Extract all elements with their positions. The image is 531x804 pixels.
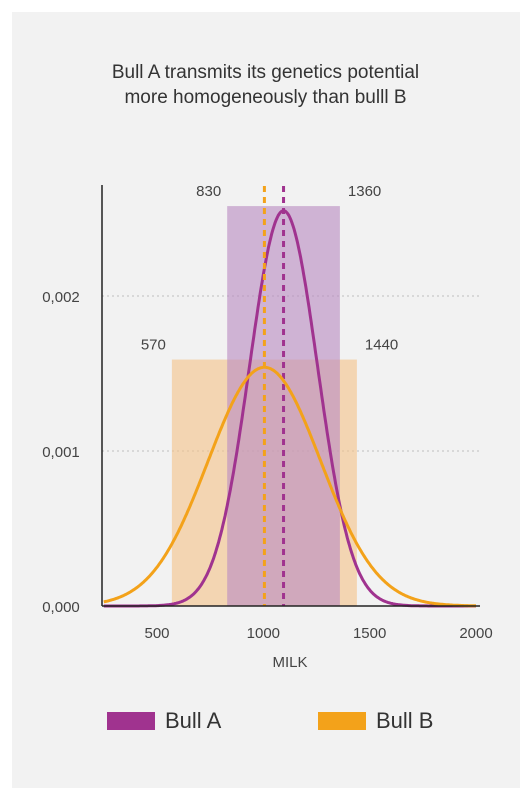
legend-label-bull-b: Bull B	[376, 708, 434, 733]
range-label-low: 570	[141, 337, 166, 354]
chart-title-line-1: Bull A transmits its genetics potential	[111, 62, 420, 83]
distribution-curve-bull-b	[103, 365, 477, 608]
legend-label-bull-a: Bull A	[165, 708, 222, 733]
y-tick-label: 0,000	[42, 599, 80, 616]
chart-title: Bull A transmits its genetics potential …	[0, 60, 531, 110]
legend-item-bull-a: Bull A	[107, 708, 221, 734]
x-tick-label: 2000	[459, 625, 492, 642]
legend: Bull A Bull B	[0, 708, 531, 738]
legend-item-bull-b: Bull B	[318, 708, 433, 734]
y-tick-label: 0,002	[42, 289, 80, 306]
legend-swatch-bull-a	[107, 712, 155, 730]
x-tick-label: 1000	[247, 625, 280, 642]
range-label-low: 830	[196, 183, 221, 200]
range-label-high: 1440	[365, 337, 398, 354]
legend-swatch-bull-b	[318, 712, 366, 730]
x-tick-label: 500	[144, 625, 169, 642]
range-label-high: 1360	[348, 183, 381, 200]
y-tick-label: 0,001	[42, 444, 80, 461]
x-axis-label: MILK	[272, 654, 307, 671]
x-tick-label: 1500	[353, 625, 386, 642]
chart-title-line-2: more homogeneously than bulll B	[124, 87, 407, 108]
